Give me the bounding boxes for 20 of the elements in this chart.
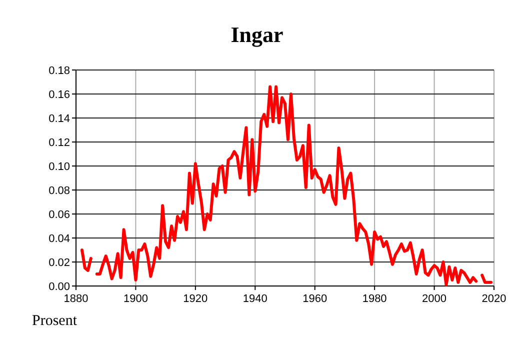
y-tick-label: 0.00 — [48, 280, 70, 293]
x-tick-label: 1880 — [64, 293, 88, 305]
y-tick-label: 0.14 — [48, 112, 70, 125]
y-tick-label: 0.16 — [48, 88, 70, 101]
x-tick-label: 1900 — [123, 293, 148, 305]
x-tick-label: 1920 — [183, 293, 208, 305]
y-tick-label: 0.10 — [48, 160, 70, 173]
x-tick-label: 1940 — [242, 293, 268, 305]
x-tick-label: 1980 — [362, 293, 387, 305]
x-tick-label: 2020 — [482, 293, 506, 305]
x-tick-label: 1960 — [302, 293, 328, 305]
x-tick-label: 2000 — [422, 293, 447, 305]
y-tick-label: 0.04 — [48, 232, 70, 245]
y-tick-label: 0.18 — [48, 64, 70, 77]
y-tick-label: 0.06 — [48, 208, 70, 221]
text: Prosent — [32, 313, 78, 329]
chart-title: Ingar — [230, 22, 284, 47]
y-tick-label: 0.12 — [48, 136, 70, 149]
y-tick-label: 0.08 — [48, 184, 70, 197]
y-tick-label: 0.02 — [48, 256, 70, 269]
